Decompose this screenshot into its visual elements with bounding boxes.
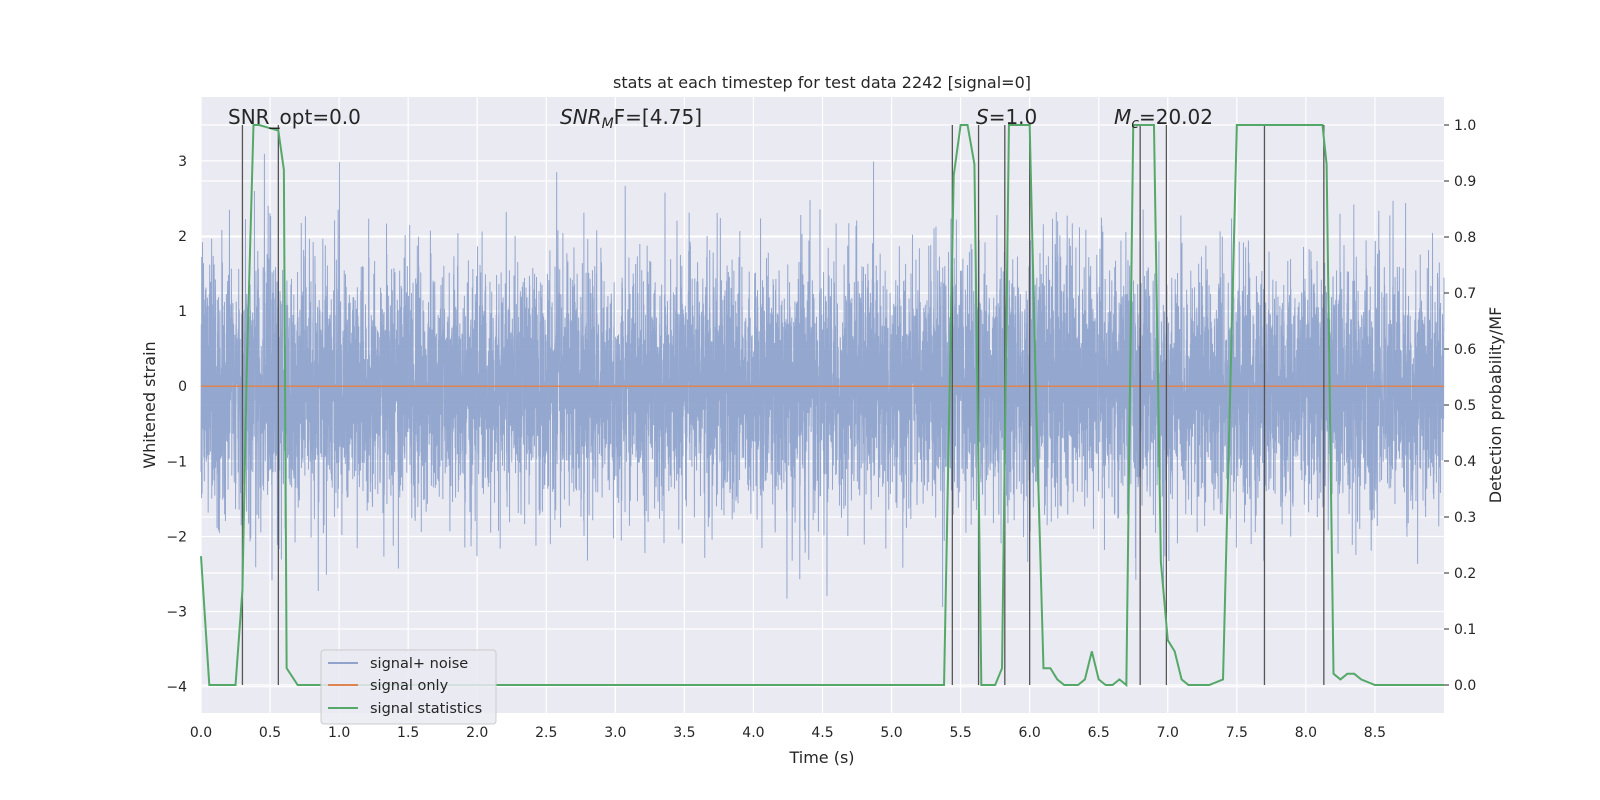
x-tick-label-12: 6.0 — [1019, 725, 1041, 741]
x-tick-label-4: 2.0 — [466, 725, 488, 741]
y-tick-label-right-8: 0.2 — [1454, 566, 1476, 582]
annotation-snr-mf-var: SNR — [560, 105, 602, 129]
x-tick-label-16: 8.0 — [1295, 725, 1317, 741]
x-tick-label-5: 2.5 — [535, 725, 557, 741]
y-tick-labels-right: 1.0 0.9 0.8 0.7 0.6 0.5 0.4 0.3 0.2 0.1 0.0 — [1444, 118, 1476, 694]
annotation-mc-var: M — [1114, 105, 1131, 129]
annotation-mc: Mc=20.02 — [1114, 105, 1213, 132]
stats-line — [200, 124, 1444, 688]
y-tick-label-right-6: 0.4 — [1454, 454, 1476, 470]
y-tick-label-left-0: 3 — [178, 154, 187, 170]
y-axis-label-right: Detection probability/MF — [1486, 307, 1505, 504]
x-tick-label-6: 3.0 — [604, 725, 626, 741]
y-tick-label-left-6: −3 — [166, 605, 187, 621]
x-tick-label-14: 7.0 — [1157, 725, 1179, 741]
y-tick-labels-left: 3 2 1 0 −1 −2 −3 −4 — [166, 154, 187, 696]
x-tick-label-2: 1.0 — [328, 725, 350, 741]
x-tick-label-7: 3.5 — [673, 725, 695, 741]
annotation-snr-mf-rest: F=[4.75] — [614, 105, 702, 129]
x-tick-label-8: 4.0 — [742, 725, 764, 741]
y-tick-label-left-4: −1 — [166, 454, 187, 470]
y-tick-label-right-4: 0.6 — [1454, 342, 1476, 358]
y-tick-label-left-1: 2 — [178, 229, 187, 245]
y-tick-label-right-5: 0.5 — [1454, 398, 1476, 414]
annotation-s-rest: =1.0 — [989, 105, 1038, 129]
x-tick-label-0: 0.0 — [190, 725, 212, 741]
y-tick-label-right-2: 0.8 — [1454, 230, 1476, 246]
annotation-mc-sub: c — [1131, 116, 1139, 132]
y-tick-label-right-9: 0.1 — [1454, 622, 1476, 638]
legend-label-signal-statistics: signal statistics — [370, 701, 482, 717]
chart-title: stats at each timestep for test data 224… — [613, 73, 1031, 92]
x-tick-label-1: 0.5 — [259, 725, 281, 741]
legend: signal+ noise signal only signal statist… — [320, 649, 497, 725]
x-tick-label-9: 4.5 — [811, 725, 833, 741]
y-tick-label-right-0: 1.0 — [1454, 118, 1476, 134]
annotation-snr-opt: SNR_opt=0.0 — [228, 105, 361, 129]
x-tick-label-15: 7.5 — [1226, 725, 1248, 741]
y-tick-label-right-7: 0.3 — [1454, 510, 1476, 526]
y-tick-label-left-7: −4 — [166, 680, 187, 696]
annotation-s-var: S — [976, 105, 989, 129]
annotation-s: S=1.0 — [976, 105, 1037, 129]
y-tick-label-left-3: 0 — [178, 379, 187, 395]
y-tick-label-left-2: 1 — [178, 304, 187, 320]
x-tick-label-13: 6.5 — [1088, 725, 1110, 741]
noise-line — [200, 153, 1445, 607]
x-tick-label-11: 5.5 — [949, 725, 971, 741]
x-tick-label-3: 1.5 — [397, 725, 419, 741]
legend-box — [320, 649, 497, 725]
y-tick-label-right-10: 0.0 — [1454, 678, 1476, 694]
series-signal-statistics — [200, 124, 1444, 688]
y-tick-label-right-1: 0.9 — [1454, 174, 1476, 190]
legend-label-signal-only: signal only — [370, 678, 449, 694]
legend-label-signal-noise: signal+ noise — [370, 656, 468, 672]
x-tick-label-10: 5.0 — [880, 725, 902, 741]
annotation-snr-mf-sub: M — [602, 116, 614, 132]
x-tick-labels: 0.0 0.5 1.0 1.5 2.0 2.5 3.0 3.5 4.0 4.5 5.0 5.5 6.0 6… — [190, 725, 1386, 741]
series-signal-noise — [200, 153, 1445, 607]
y-tick-label-left-5: −2 — [166, 529, 187, 545]
x-axis-label: Time (s) — [788, 748, 854, 767]
y-axis-label-left: Whitened strain — [140, 341, 159, 468]
x-tick-label-17: 8.5 — [1364, 725, 1386, 741]
annotation-mc-rest: =20.02 — [1139, 105, 1213, 129]
y-tick-label-right-3: 0.7 — [1454, 286, 1476, 302]
annotation-snr-mf: SNRMF=[4.75] — [560, 105, 702, 132]
